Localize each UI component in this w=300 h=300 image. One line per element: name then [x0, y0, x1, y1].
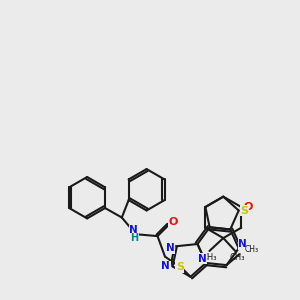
Text: N: N [166, 243, 174, 253]
Text: CH₃: CH₃ [230, 254, 245, 262]
Text: CH₃: CH₃ [244, 245, 259, 254]
Text: CH₃: CH₃ [202, 254, 217, 262]
Text: H: H [130, 233, 138, 243]
Text: N: N [161, 261, 170, 272]
Text: S: S [176, 262, 184, 272]
Text: O: O [244, 202, 253, 212]
Text: S: S [241, 206, 249, 215]
Text: N: N [238, 239, 247, 249]
Text: N: N [130, 225, 138, 235]
Text: O: O [169, 217, 178, 227]
Text: N: N [198, 254, 206, 264]
